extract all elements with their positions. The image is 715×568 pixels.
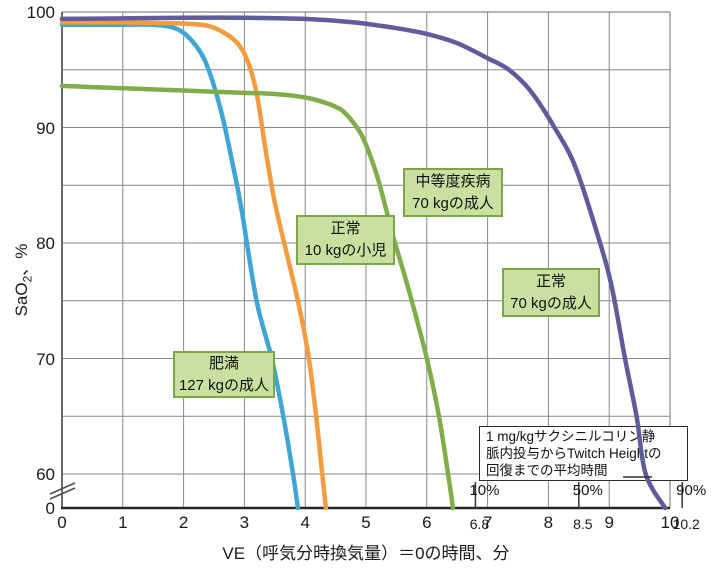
curve-label-line1: 中等度疾病 — [415, 172, 491, 190]
y-tick-label-90: 90 — [36, 118, 55, 138]
x-tick-label-2: 2 — [178, 513, 189, 532]
curve-label-box-1: 正常 10 kgの小児 — [296, 215, 395, 265]
curve-label-line2: 10 kgの小児 — [304, 242, 387, 259]
curve-label-line2: 127 kgの成人 — [178, 376, 270, 394]
x-tick-label-3: 3 — [239, 513, 250, 532]
recovery-percent-label-10%: 10% — [469, 482, 500, 499]
x-tick-label-7: 7 — [482, 513, 493, 532]
x-tick-label-9: 9 — [604, 513, 614, 532]
y-axis-title: SaO2、% — [12, 243, 35, 317]
curve-label-line1: 正常 — [330, 220, 361, 238]
x-tick-label-8: 8 — [543, 513, 554, 532]
x-tick-label-5: 5 — [361, 513, 371, 532]
x-tick-label-1: 1 — [118, 513, 128, 532]
x-tick-label-10: 10 — [660, 513, 680, 532]
x-tick-label-8.5: 8.5 — [573, 516, 593, 532]
curve-label-box-0: 肥満 127 kgの成人 — [173, 351, 275, 398]
y-tick-label-60: 60 — [36, 465, 55, 484]
curve-series-0 — [59, 22, 301, 511]
curve-label-box-2: 中等度疾病 70 kgの成人 — [403, 168, 503, 217]
x-tick-label-10.2: 10.2 — [672, 516, 700, 532]
y-axis-title-subscript: 2 — [20, 275, 35, 283]
axis-break-slash — [49, 482, 76, 495]
y-tick-label-80: 80 — [36, 234, 55, 253]
x-tick-label-6.8: 6.8 — [469, 516, 490, 532]
annotation-line-1: 1 mg/kgサクシニルコリン静 — [486, 429, 656, 444]
x-axis-title: VE（呼気分時換気量）＝0の時間、分 — [222, 544, 510, 563]
curve-label-line2: 70 kgの成人 — [412, 194, 494, 212]
curve-label-box-3: 正常 70 kgの成人 — [502, 268, 600, 317]
curve-series-2 — [59, 83, 456, 511]
annotation-line-3: 回復までの平均時間 — [486, 463, 608, 478]
x-tick-label-6: 6 — [422, 513, 432, 532]
curve-label-line2: 70 kgの成人 — [510, 294, 592, 312]
annotation-line-2: 脈内投与からTwitch Heightの — [486, 446, 662, 461]
y-tick-label-100: 100 — [26, 3, 55, 22]
curve-label-line1: 正常 — [535, 272, 566, 290]
curve-label-line1: 肥満 — [208, 354, 239, 372]
y-tick-label-0: 0 — [45, 499, 55, 518]
curve-series-1 — [59, 20, 329, 511]
axis-break-slash — [49, 487, 76, 500]
curve-series-3 — [59, 15, 668, 511]
recovery-percent-label-50%: 50% — [572, 482, 603, 499]
x-tick-label-4: 4 — [300, 513, 310, 532]
annotation-note-box: 1 mg/kgサクシニルコリン静 脈内投与からTwitch Heightの 回復… — [479, 426, 688, 481]
recovery-percent-label-90%: 90% — [676, 482, 707, 499]
y-tick-label-70: 70 — [36, 349, 55, 369]
x-tick-label-0: 0 — [57, 513, 67, 532]
